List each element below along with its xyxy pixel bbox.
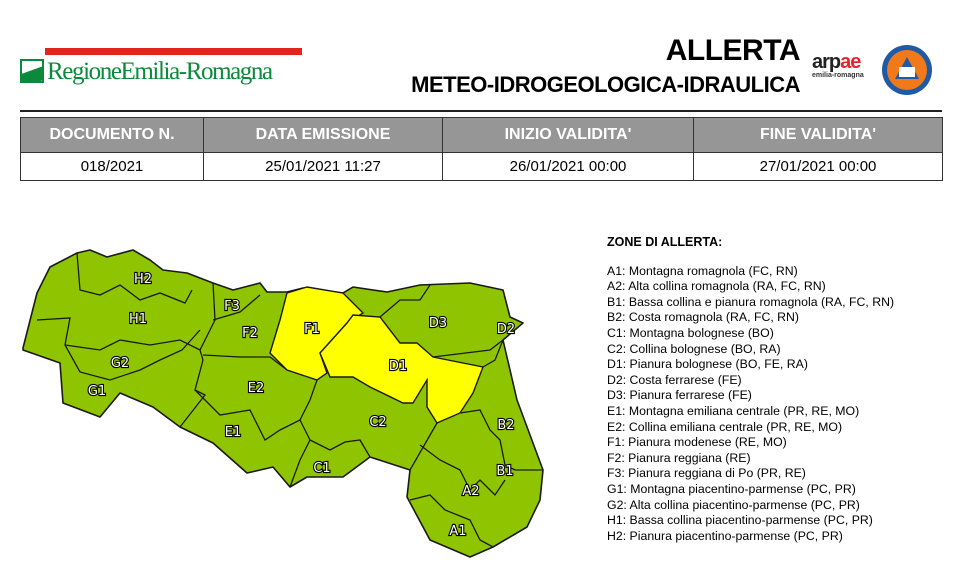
fine-validita-value: 27/01/2021 00:00 [693,152,943,181]
info-table: DOCUMENTO N. DATA EMISSIONE INIZIO VALID… [20,117,943,181]
zone-legend: ZONE DI ALLERTA: A1: Montagna romagnola … [607,235,894,544]
legend-item: E1: Montagna emiliana centrale (PR, RE, … [607,403,860,418]
data-emissione-value: 25/01/2021 11:27 [203,152,443,181]
zone-label-f3: F3 [224,299,240,314]
regione-emilia-romagna-logo: RegioneEmilia-Romagna [20,48,302,88]
inizio-validita-value: 26/01/2021 00:00 [442,152,694,181]
zone-label-h1: H1 [129,312,147,327]
zone-label-f1: F1 [304,322,320,337]
info-table-row: 018/2021 25/01/2021 11:27 26/01/2021 00:… [20,152,943,181]
zone-label-d3: D3 [429,316,447,331]
zone-label-e1: E1 [225,425,242,440]
zone-d1-yellow [319,314,484,424]
civil-protection-logo [882,45,932,95]
zone-label-d2: D2 [497,322,515,337]
zone-label-c1: C1 [313,461,330,476]
legend-item: C1: Montagna bolognese (BO) [607,325,774,340]
legend-item: D3: Pianura ferrarese (FE) [607,388,752,403]
documento-value: 018/2021 [20,152,204,181]
zone-label-c2: C2 [369,415,386,430]
header-divider [20,110,942,112]
zone-label-e2: E2 [248,381,265,396]
zone-label-f2: F2 [242,326,258,341]
page-subtitle: METEO-IDROGEOLOGICA-IDRAULICA [411,72,800,97]
legend-item: H1: Bassa collina piacentino-parmense (P… [607,513,873,528]
zone-label-a2: A2 [462,484,479,499]
arpae-logo: arpae emilia-romagna [812,52,876,79]
legend-item: F2: Pianura reggiana (RE) [607,450,751,465]
logo-text: RegioneEmilia-Romagna [47,58,273,85]
region-flag-icon [20,59,44,83]
header-inizio-validita: INIZIO VALIDITA' [442,117,694,153]
zone-label-g1: G1 [88,384,106,399]
zone-label-b2: B2 [497,418,514,433]
header-documento: DOCUMENTO N. [20,117,204,153]
legend-item: G2: Alta collina piacentino-parmense (PC… [607,497,860,512]
legend-item: E2: Collina emiliana centrale (PR, RE, M… [607,419,843,434]
zone-label-h2: H2 [134,272,152,287]
legend-item: D2: Costa ferrarese (FE) [607,372,742,387]
zone-borders [36,252,543,548]
legend-item: D1: Pianura bolognese (BO, FE, RA) [607,357,808,372]
legend-item: F1: Pianura modenese (RE, MO) [607,435,787,450]
legend-item: B2: Costa romagnola (RA, FC, RN) [607,310,800,325]
legend-item: C2: Collina bolognese (BO, RA) [607,341,781,356]
zone-label-a1: A1 [449,524,466,539]
legend-item: B1: Bassa collina e pianura romagnola (R… [607,294,895,309]
logo-red-bar [45,48,302,55]
zone-label-g2: G2 [111,356,129,371]
zone-label-b1: B1 [496,464,513,479]
header-data-emissione: DATA EMISSIONE [203,117,443,153]
legend-item: A1: Montagna romagnola (FC, RN) [607,263,798,278]
header-fine-validita: FINE VALIDITA' [693,117,943,153]
legend-items: A1: Montagna romagnola (FC, RN) A2: Alta … [607,264,894,545]
legend-item: H2: Pianura piacentino-parmense (PC, PR) [607,528,843,543]
zone-labels: H2 F3 H1 F2 F1 D3 D2 G2 D1 G1 E2 C2 B2 E… [87,271,517,540]
arpae-subtext: emilia-romagna [812,72,864,79]
alert-zone-map: H2 F3 H1 F2 F1 D3 D2 G2 D1 G1 E2 C2 B2 E… [22,249,544,558]
zone-label-d1: D1 [389,359,407,374]
info-table-header-row: DOCUMENTO N. DATA EMISSIONE INIZIO VALID… [20,117,943,153]
legend-item: G1: Montagna piacentino-parmense (PC, PR… [607,481,856,496]
page-title: ALLERTA [665,34,801,67]
legend-title: ZONE DI ALLERTA: [607,235,723,249]
legend-item: A2: Alta collina romagnola (RA, FC, RN) [607,279,826,294]
legend-item: F3: Pianura reggiana di Po (PR, RE) [607,466,806,481]
